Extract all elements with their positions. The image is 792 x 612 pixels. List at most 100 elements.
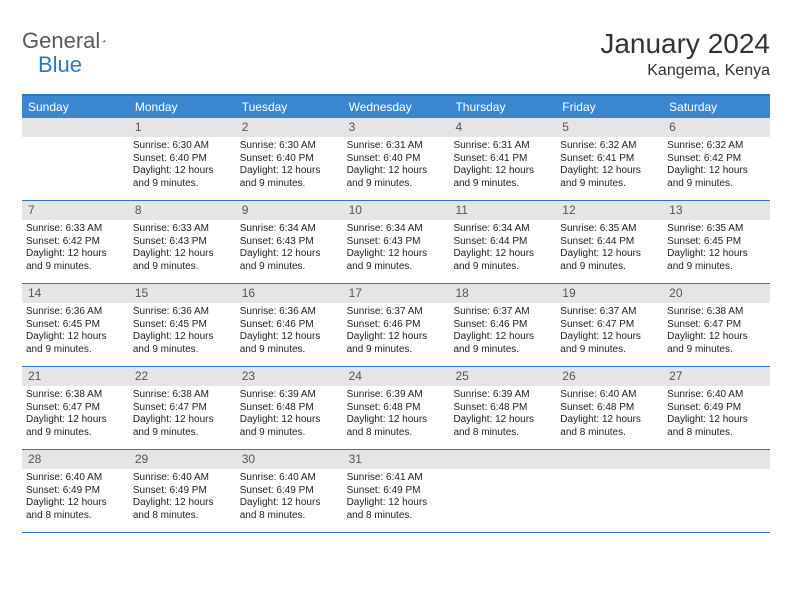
- day-number: 25: [449, 367, 556, 386]
- daylight-text: Daylight: 12 hours and 8 minutes.: [133, 497, 232, 522]
- logo-text-blue: Blue: [38, 52, 82, 78]
- sunset-text: Sunset: 6:40 PM: [347, 153, 446, 166]
- day-number: 20: [663, 284, 770, 303]
- sunset-text: Sunset: 6:45 PM: [133, 319, 232, 332]
- day-number: 10: [343, 201, 450, 220]
- sunset-text: Sunset: 6:43 PM: [133, 236, 232, 249]
- day-header-wed: Wednesday: [343, 96, 450, 118]
- day-cell: 13Sunrise: 6:35 AMSunset: 6:45 PMDayligh…: [663, 201, 770, 283]
- day-header-tue: Tuesday: [236, 96, 343, 118]
- daylight-text: Daylight: 12 hours and 9 minutes.: [347, 165, 446, 190]
- daylight-text: Daylight: 12 hours and 9 minutes.: [667, 165, 766, 190]
- day-cell: 21 Sunrise: 6:38 AMSunset: 6:47 PMDayligh…: [22, 367, 129, 449]
- sunrise-text: Sunrise: 6:38 AM: [26, 389, 125, 402]
- day-header-sat: Saturday: [663, 96, 770, 118]
- sunrise-text: Sunrise: 6:40 AM: [560, 389, 659, 402]
- sunset-text: Sunset: 6:43 PM: [240, 236, 339, 249]
- day-cell: [22, 118, 129, 200]
- day-cell: [663, 450, 770, 532]
- day-cell: 5Sunrise: 6:32 AMSunset: 6:41 PMDaylight…: [556, 118, 663, 200]
- sunset-text: Sunset: 6:40 PM: [240, 153, 339, 166]
- sunset-text: Sunset: 6:49 PM: [347, 485, 446, 498]
- daylight-text: Daylight: 12 hours and 8 minutes.: [453, 414, 552, 439]
- sunset-text: Sunset: 6:48 PM: [240, 402, 339, 415]
- day-number: 9: [236, 201, 343, 220]
- sunrise-text: Sunrise: 6:32 AM: [560, 140, 659, 153]
- sunrise-text: Sunrise: 6:37 AM: [560, 306, 659, 319]
- day-cell: 28Sunrise: 6:40 AMSunset: 6:49 PMDayligh…: [22, 450, 129, 532]
- sunrise-text: Sunrise: 6:30 AM: [240, 140, 339, 153]
- logo: General: [22, 28, 124, 54]
- page-header: General January 2024 Kangema, Kenya: [22, 28, 770, 80]
- day-number: 28: [22, 450, 129, 469]
- daylight-text: Daylight: 12 hours and 8 minutes.: [347, 414, 446, 439]
- day-number: [22, 118, 129, 137]
- sunset-text: Sunset: 6:42 PM: [26, 236, 125, 249]
- day-number: 17: [343, 284, 450, 303]
- day-number: 7: [22, 201, 129, 220]
- week-row: 7 Sunrise: 6:33 AM Sunset: 6:42 PM Daylight…: [22, 201, 770, 284]
- day-cell: 30Sunrise: 6:40 AMSunset: 6:49 PMDayligh…: [236, 450, 343, 532]
- daylight-text: Daylight: 12 hours and 9 minutes.: [133, 165, 232, 190]
- sunrise-text: Sunrise: 6:39 AM: [240, 389, 339, 402]
- sunset-text: Sunset: 6:47 PM: [560, 319, 659, 332]
- sunrise-text: Sunrise: 6:32 AM: [667, 140, 766, 153]
- daylight-text: Daylight: 12 hours and 9 minutes.: [453, 331, 552, 356]
- daylight-text: Daylight: 12 hours and 9 minutes.: [560, 248, 659, 273]
- day-cell: 10Sunrise: 6:34 AMSunset: 6:43 PMDayligh…: [343, 201, 450, 283]
- sunset-text: Sunset: 6:46 PM: [453, 319, 552, 332]
- day-number: 23: [236, 367, 343, 386]
- sunset-text: Sunset: 6:42 PM: [667, 153, 766, 166]
- sunrise-text: Sunrise: 6:33 AM: [133, 223, 232, 236]
- daylight-text: Daylight: 12 hours and 9 minutes.: [667, 331, 766, 356]
- day-cell: 31Sunrise: 6:41 AMSunset: 6:49 PMDayligh…: [343, 450, 450, 532]
- day-number: 2: [236, 118, 343, 137]
- sunrise-text: Sunrise: 6:39 AM: [347, 389, 446, 402]
- sunset-text: Sunset: 6:44 PM: [560, 236, 659, 249]
- daylight-text: Daylight: 12 hours and 8 minutes.: [347, 497, 446, 522]
- day-cell: 3Sunrise: 6:31 AMSunset: 6:40 PMDaylight…: [343, 118, 450, 200]
- sunrise-text: Sunrise: 6:41 AM: [347, 472, 446, 485]
- daylight-text: Daylight: 12 hours and 9 minutes.: [26, 331, 125, 356]
- location-subtitle: Kangema, Kenya: [600, 62, 770, 80]
- sunset-text: Sunset: 6:41 PM: [560, 153, 659, 166]
- day-cell: 20Sunrise: 6:38 AMSunset: 6:47 PMDayligh…: [663, 284, 770, 366]
- day-cell: 23Sunrise: 6:39 AMSunset: 6:48 PMDayligh…: [236, 367, 343, 449]
- day-number: 12: [556, 201, 663, 220]
- day-number: 21: [22, 367, 129, 386]
- day-cell: 29Sunrise: 6:40 AMSunset: 6:49 PMDayligh…: [129, 450, 236, 532]
- sunset-text: Sunset: 6:47 PM: [26, 402, 125, 415]
- day-number: 18: [449, 284, 556, 303]
- day-cell: 7Sunrise: 6:33 AMSunset: 6:42 PMDaylight…: [22, 201, 129, 283]
- sunrise-text: Sunrise: 6:35 AM: [560, 223, 659, 236]
- daylight-text: Daylight: 12 hours and 9 minutes.: [560, 331, 659, 356]
- day-cell: 12 Sunrise: 6:35 AMSunset: 6:44 PMDayligh…: [556, 201, 663, 283]
- week-row: 14Sunrise: 6:36 AMSunset: 6:45 PMDayligh…: [22, 284, 770, 367]
- day-number: 3: [343, 118, 450, 137]
- sunset-text: Sunset: 6:47 PM: [667, 319, 766, 332]
- day-cell: 14Sunrise: 6:36 AMSunset: 6:45 PMDayligh…: [22, 284, 129, 366]
- week-row: 1Sunrise: 6:30 AMSunset: 6:40 PMDaylight…: [22, 118, 770, 201]
- sunrise-text: Sunrise: 6:40 AM: [667, 389, 766, 402]
- sunrise-text: Sunrise: 6:30 AM: [133, 140, 232, 153]
- day-cell: 16Sunrise: 6:36 AMSunset: 6:46 PMDayligh…: [236, 284, 343, 366]
- sunset-text: Sunset: 6:49 PM: [133, 485, 232, 498]
- day-number: 16: [236, 284, 343, 303]
- day-number: [663, 450, 770, 469]
- daylight-text: Daylight: 12 hours and 9 minutes.: [560, 165, 659, 190]
- sunset-text: Sunset: 6:44 PM: [453, 236, 552, 249]
- sunrise-text: Sunrise: 6:40 AM: [240, 472, 339, 485]
- daylight-text: Daylight: 12 hours and 8 minutes.: [560, 414, 659, 439]
- sunrise-text: Sunrise: 6:38 AM: [133, 389, 232, 402]
- day-number: 15: [129, 284, 236, 303]
- calendar-table: Sunday Monday Tuesday Wednesday Thursday…: [22, 94, 770, 533]
- day-number: 27: [663, 367, 770, 386]
- day-number: 22: [129, 367, 236, 386]
- daylight-text: Daylight: 12 hours and 9 minutes.: [667, 248, 766, 273]
- daylight-text: Daylight: 12 hours and 9 minutes.: [453, 165, 552, 190]
- sunrise-text: Sunrise: 6:36 AM: [26, 306, 125, 319]
- daylight-text: Daylight: 12 hours and 9 minutes.: [26, 414, 125, 439]
- day-number: 30: [236, 450, 343, 469]
- sunrise-text: Sunrise: 6:34 AM: [240, 223, 339, 236]
- day-number: 6: [663, 118, 770, 137]
